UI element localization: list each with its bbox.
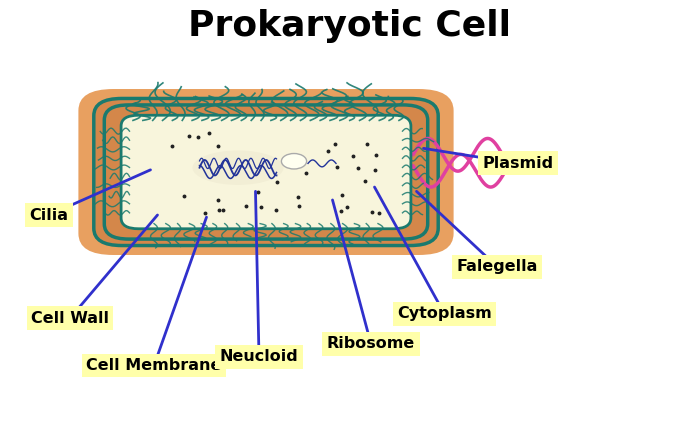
FancyBboxPatch shape: [121, 115, 411, 229]
Ellipse shape: [193, 150, 284, 185]
FancyBboxPatch shape: [78, 89, 454, 255]
Text: Cell Membrane: Cell Membrane: [86, 358, 222, 373]
Text: Plasmid: Plasmid: [482, 156, 554, 171]
Text: Cilia: Cilia: [29, 208, 69, 222]
FancyBboxPatch shape: [94, 98, 438, 246]
Text: Cytoplasm: Cytoplasm: [397, 307, 492, 321]
Text: Falegella: Falegella: [456, 259, 538, 274]
Text: Neucloid: Neucloid: [220, 350, 298, 364]
Text: Ribosome: Ribosome: [327, 337, 415, 351]
Text: Cell Wall: Cell Wall: [31, 311, 109, 326]
Text: Prokaryotic Cell: Prokaryotic Cell: [188, 9, 512, 43]
Circle shape: [281, 154, 307, 169]
